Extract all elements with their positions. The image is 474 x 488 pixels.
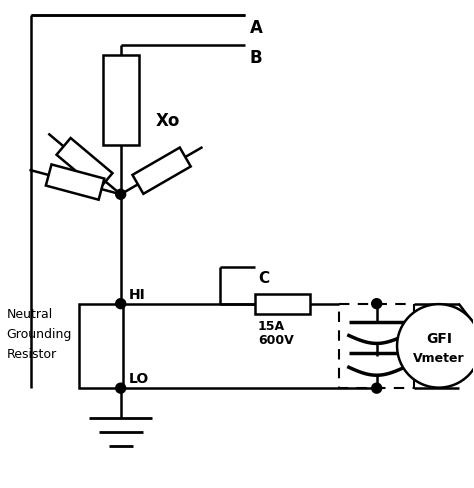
Circle shape	[116, 190, 126, 200]
Bar	[255, 294, 310, 314]
Circle shape	[372, 384, 382, 393]
Text: B: B	[250, 49, 263, 67]
Text: 600V: 600V	[258, 334, 293, 347]
Bar	[79, 304, 123, 388]
Text: C: C	[258, 270, 269, 285]
Text: Vmeter: Vmeter	[413, 352, 465, 365]
Text: GFI: GFI	[426, 331, 452, 345]
Text: Resistor: Resistor	[6, 347, 56, 360]
Circle shape	[372, 299, 382, 309]
Circle shape	[116, 299, 126, 309]
Polygon shape	[46, 165, 104, 200]
Text: 15A: 15A	[258, 319, 285, 332]
Text: Neutral: Neutral	[6, 307, 53, 321]
Text: LO: LO	[128, 371, 149, 386]
Text: Grounding: Grounding	[6, 327, 72, 340]
Bar	[339, 304, 414, 388]
Text: A: A	[250, 20, 263, 37]
Circle shape	[116, 384, 126, 393]
Polygon shape	[56, 139, 112, 190]
Text: Xo: Xo	[155, 111, 180, 129]
Circle shape	[397, 305, 474, 388]
Text: HI: HI	[128, 287, 146, 301]
Bar	[103, 56, 138, 145]
Polygon shape	[132, 148, 191, 194]
